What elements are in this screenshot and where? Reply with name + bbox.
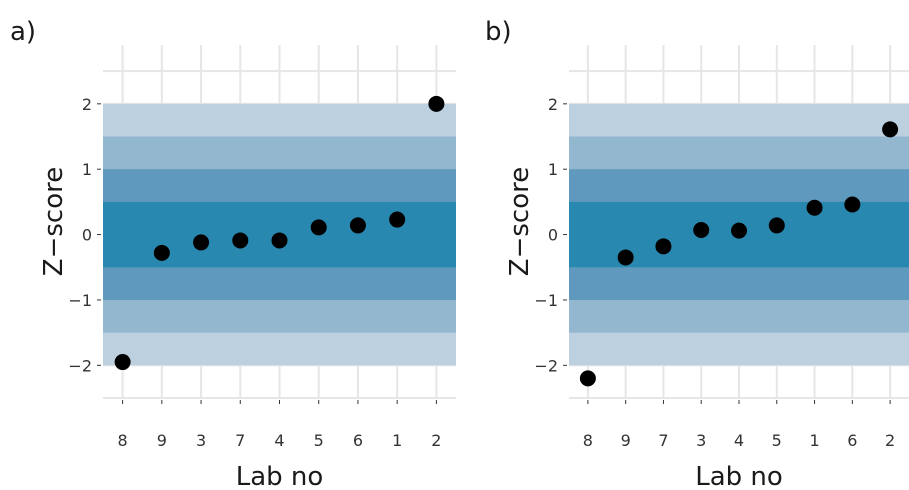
x-tick-label: 7 <box>658 431 668 450</box>
panel-label: a) <box>10 17 36 47</box>
z-score-bands <box>569 103 909 366</box>
data-point-lab-8 <box>579 370 596 387</box>
data-points <box>579 121 899 387</box>
y-tick-label: −1 <box>68 291 92 310</box>
y-tick-label: −1 <box>534 291 558 310</box>
y-tick-label: −2 <box>68 356 92 375</box>
data-point-lab-5 <box>310 219 327 236</box>
y-tick-label: 0 <box>82 226 92 245</box>
x-tick-label: 6 <box>847 431 857 450</box>
data-point-lab-3 <box>193 234 210 251</box>
x-axis-title: Lab no <box>695 462 783 490</box>
x-tick-label: 3 <box>196 431 206 450</box>
y-axis: −2 −1 0 1 2 <box>68 95 101 375</box>
x-tick-label: 2 <box>431 431 441 450</box>
data-point-lab-6 <box>844 196 861 213</box>
panel-b: −2 −1 0 1 2 8 9 7 3 4 5 1 6 2 Lab no Z−score b) <box>485 17 909 490</box>
data-point-lab-7 <box>655 238 672 255</box>
data-point-lab-4 <box>731 222 747 239</box>
y-axis-title: Z−score <box>39 167 69 276</box>
x-tick-label: 6 <box>353 431 363 450</box>
panel-a: −2 −1 0 1 2 8 9 3 7 4 5 6 1 2 Lab no Z−score a) <box>10 17 456 490</box>
x-tick-label: 4 <box>734 431 744 450</box>
x-tick-label: 2 <box>885 431 895 450</box>
x-axis-title: Lab no <box>236 462 324 490</box>
data-point-lab-5 <box>768 217 785 234</box>
y-axis-title: Z−score <box>505 167 535 276</box>
data-point-lab-6 <box>349 217 366 234</box>
data-point-lab-9 <box>153 244 170 261</box>
y-tick-label: 1 <box>548 160 558 179</box>
data-point-lab-1 <box>389 211 406 228</box>
y-tick-label: 2 <box>548 95 558 114</box>
x-tick-label: 9 <box>621 431 631 450</box>
data-point-lab-3 <box>693 221 710 238</box>
y-axis: −2 −1 0 1 2 <box>534 95 567 375</box>
y-tick-label: 2 <box>82 95 92 114</box>
x-tick-label: 9 <box>157 431 167 450</box>
x-tick-label: 5 <box>314 431 324 450</box>
data-point-lab-9 <box>617 249 634 266</box>
x-tick-label: 1 <box>809 431 819 450</box>
data-point-lab-7 <box>232 232 249 249</box>
data-point-lab-2 <box>428 95 445 112</box>
x-tick-label: 1 <box>392 431 402 450</box>
data-point-lab-2 <box>882 121 899 138</box>
x-tick-label: 3 <box>696 431 706 450</box>
y-tick-label: −2 <box>534 356 558 375</box>
x-tick-label: 4 <box>274 431 284 450</box>
x-axis: 8 9 7 3 4 5 1 6 2 <box>583 400 895 450</box>
data-point-lab-1 <box>806 199 823 216</box>
y-tick-label: 0 <box>548 226 558 245</box>
x-tick-label: 7 <box>235 431 245 450</box>
data-point-lab-4 <box>271 232 288 249</box>
panel-label: b) <box>485 17 512 47</box>
data-points <box>114 95 445 371</box>
x-tick-label: 8 <box>118 431 128 450</box>
data-point-lab-8 <box>114 354 131 371</box>
x-axis: 8 9 3 7 4 5 6 1 2 <box>118 400 441 450</box>
y-tick-label: 1 <box>82 160 92 179</box>
x-tick-label: 8 <box>583 431 593 450</box>
x-tick-label: 5 <box>772 431 782 450</box>
